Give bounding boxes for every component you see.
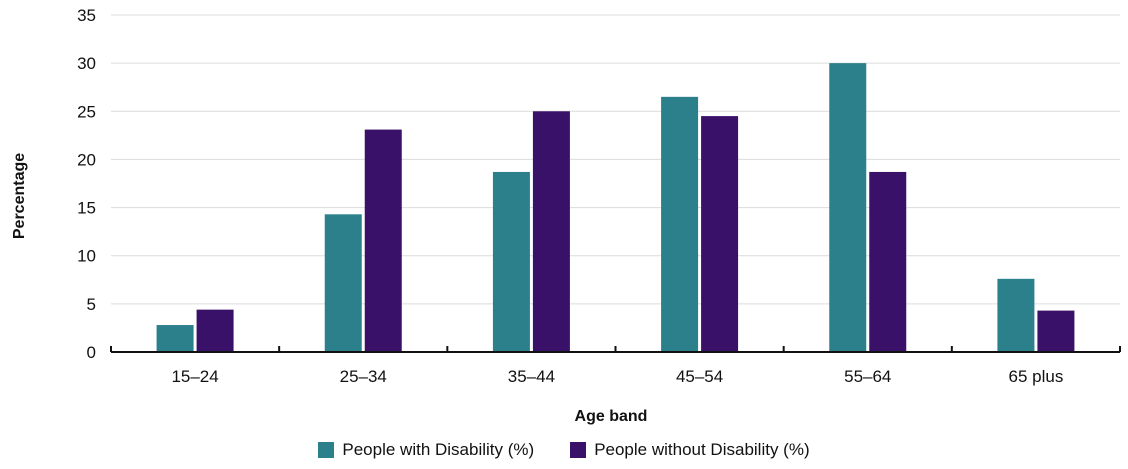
y-tick-label: 5 — [87, 295, 96, 314]
legend-item-without-disability: People without Disability (%) — [570, 440, 810, 460]
y-axis-ticks: 0 5 10 15 20 25 30 35 — [77, 6, 96, 362]
bar-with-disability — [997, 278, 1035, 352]
bar-without-disability — [1037, 310, 1075, 352]
bar-with-disability — [492, 171, 530, 352]
bar-with-disability — [661, 96, 699, 352]
y-tick-label: 15 — [77, 199, 96, 218]
y-tick-label: 20 — [77, 150, 96, 169]
x-tick-label: 25–34 — [340, 367, 387, 386]
y-tick-label: 30 — [77, 54, 96, 73]
y-tick-label: 25 — [77, 102, 96, 121]
legend-label-with-disability: People with Disability (%) — [342, 440, 535, 459]
bar-without-disability — [364, 129, 402, 352]
legend-label-without-disability: People without Disability (%) — [594, 440, 810, 459]
x-tick-label: 45–54 — [676, 367, 723, 386]
x-tick-label: 55–64 — [844, 367, 891, 386]
bar-with-disability — [156, 325, 194, 352]
x-axis-label: Age band — [575, 408, 648, 425]
bar-without-disability — [701, 116, 739, 352]
bar-with-disability — [829, 63, 867, 353]
y-tick-label: 35 — [77, 6, 96, 25]
x-axis: 15–24 25–34 35–44 45–54 55–64 65 plus — [110, 346, 1121, 386]
bars — [156, 63, 1075, 353]
x-tick-label: 15–24 — [171, 367, 218, 386]
x-tick-label: 35–44 — [508, 367, 555, 386]
y-tick-label: 10 — [77, 247, 96, 266]
legend-item-with-disability: People with Disability (%) — [318, 440, 534, 460]
y-axis-label: Percentage — [11, 153, 28, 239]
bar-without-disability — [532, 111, 570, 353]
legend: People with Disability (%) People withou… — [0, 440, 1128, 460]
legend-swatch-with-disability — [318, 442, 335, 458]
x-tick-label: 65 plus — [1009, 367, 1064, 386]
bar-chart: 0 5 10 15 20 25 30 35 15–24 25–34 35–44 45–54 55–64… — [11, 6, 1121, 425]
y-tick-label: 0 — [87, 343, 96, 362]
bar-without-disability — [869, 171, 907, 352]
legend-swatch-without-disability — [570, 442, 587, 458]
gridlines — [111, 14, 1120, 305]
bar-without-disability — [196, 309, 234, 352]
bar-with-disability — [324, 214, 362, 352]
